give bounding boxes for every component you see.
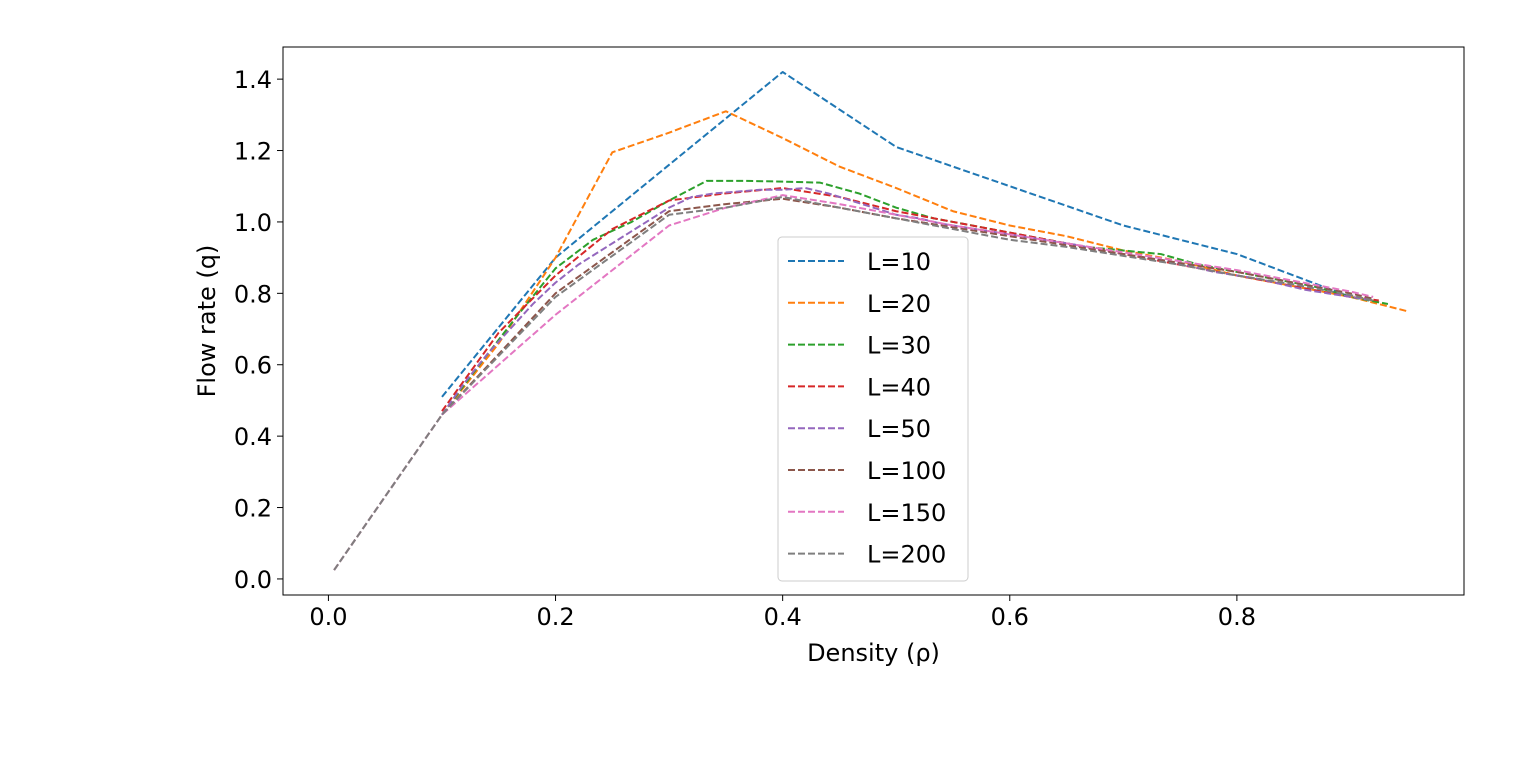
y-tick-label: 1.4 (234, 66, 272, 94)
legend-label: L=200 (867, 541, 946, 569)
y-axis-label: Flow rate (q) (193, 245, 221, 398)
series-line-l-200 (333, 195, 1374, 571)
x-tick-label: 0.6 (991, 603, 1029, 631)
legend: L=10 L=20 L=30 L=40 L=50 L=100 L=150 L=200 (777, 236, 969, 582)
x-tick-label: 0.4 (764, 603, 802, 631)
legend-label: L=50 (867, 415, 931, 443)
x-tick-label: 0.8 (1218, 603, 1256, 631)
x-tick-label: 0.0 (309, 603, 347, 631)
y-tick-label: 0.8 (234, 280, 272, 308)
y-tick-label: 0.0 (234, 566, 272, 594)
y-tick-label: 0.2 (234, 495, 272, 523)
series-layer (333, 70, 1408, 571)
y-tick-label: 0.6 (234, 352, 272, 380)
legend-label: L=100 (867, 457, 946, 485)
y-tick-label: 1.0 (234, 209, 272, 237)
series-line-l-50 (441, 187, 1374, 416)
y-tick-label: 1.2 (234, 138, 272, 166)
plot-frame (282, 46, 1465, 596)
series-line-l-150 (333, 194, 1374, 571)
ticks-layer: 0.0 0.2 0.4 0.6 0.8 0.0 0.2 0.4 0.6 0.8 1.0 1.2 1.4 (234, 66, 1256, 631)
legend-box (777, 236, 969, 582)
legend-label: L=150 (867, 499, 946, 527)
legend-label: L=10 (867, 248, 931, 276)
legend-label: L=30 (867, 332, 931, 360)
legend-label: L=20 (867, 290, 931, 318)
y-tick-label: 0.4 (234, 423, 272, 451)
x-axis-label: Density (ρ) (807, 639, 940, 667)
series-line-l-100 (333, 197, 1374, 571)
legend-label: L=40 (867, 373, 931, 401)
x-tick-label: 0.2 (536, 603, 574, 631)
